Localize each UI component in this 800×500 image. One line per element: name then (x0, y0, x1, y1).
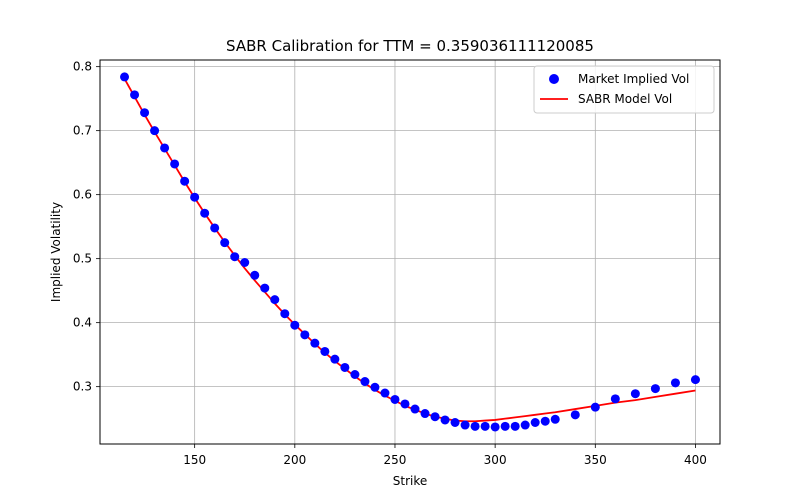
y-axis-label: Implied Volatility (49, 202, 63, 302)
legend-label-sabr: SABR Model Vol (578, 92, 672, 106)
tick-layer: 150 200 250 300 350 400 0.3 0.4 0.5 0.6 0.7 0.8 (73, 60, 707, 467)
market-vol-point (330, 354, 340, 364)
plot-frame (99, 59, 721, 445)
market-vol-point (630, 389, 640, 399)
market-vol-point (430, 412, 440, 422)
market-vol-point (450, 418, 460, 427)
market-vol-point (360, 377, 370, 387)
market-vol-point (530, 418, 540, 427)
x-tick-label: 250 (384, 453, 407, 467)
market-vol-point (310, 338, 320, 348)
market-vol-point (650, 384, 660, 394)
market-vol-point (300, 330, 310, 340)
market-vol-point (290, 320, 300, 330)
market-vol-point (160, 143, 170, 153)
market-vol-point (350, 370, 360, 379)
market-vol-point (240, 258, 250, 267)
x-axis-label: Strike (393, 474, 428, 488)
market-vol-point (210, 223, 220, 233)
market-vol-point (170, 159, 180, 169)
market-vol-point (400, 399, 410, 409)
market-vol-point (140, 108, 150, 118)
market-vol-point (320, 346, 330, 356)
legend: Market Implied Vol SABR Model Vol (533, 65, 715, 114)
y-tick-label: 0.5 (73, 252, 92, 266)
market-vol-point (250, 270, 260, 280)
legend-label-market: Market Implied Vol (578, 72, 689, 86)
y-tick-label: 0.3 (73, 380, 92, 394)
market-vol-point (420, 409, 430, 419)
market-vol-point (230, 252, 240, 262)
market-vol-point (260, 283, 270, 293)
market-vol-point (190, 192, 200, 202)
grid (100, 60, 720, 444)
market-vol-point (390, 394, 400, 404)
legend-marker-market (549, 74, 559, 84)
market-vol-point (470, 421, 480, 431)
market-vol-point (460, 420, 470, 430)
x-tick-label: 400 (684, 453, 707, 467)
market-vol-point (130, 90, 140, 100)
market-vol-point (510, 421, 520, 431)
point-layer (120, 72, 700, 432)
market-vol-point (200, 208, 210, 218)
market-vol-point (180, 176, 190, 186)
market-vol-point (610, 394, 620, 404)
market-vol-point (520, 420, 530, 430)
market-vol-point (690, 375, 700, 385)
market-vol-point (570, 410, 580, 420)
market-vol-point (590, 402, 600, 412)
market-vol-point (550, 414, 560, 424)
x-tick-label: 200 (283, 453, 306, 467)
market-vol-point (220, 238, 230, 248)
y-tick-label: 0.8 (73, 60, 92, 74)
market-vol-point (150, 126, 160, 136)
market-vol-point (380, 388, 390, 398)
x-tick-label: 300 (484, 453, 507, 467)
market-vol-point (120, 72, 130, 82)
market-vol-point (340, 362, 350, 372)
x-tick-label: 350 (584, 453, 607, 467)
market-vol-point (370, 382, 380, 392)
market-vol-point (440, 415, 450, 425)
market-vol-point (480, 421, 490, 431)
market-vol-point (670, 378, 680, 388)
y-tick-label: 0.7 (73, 124, 92, 138)
legend-box (533, 65, 715, 114)
x-tick-label: 150 (183, 453, 206, 467)
market-vol-point (540, 416, 550, 426)
market-vol-point (490, 422, 500, 432)
chart-title: SABR Calibration for TTM = 0.35903611112… (226, 37, 594, 55)
market-vol-point (500, 421, 510, 431)
market-vol-point (410, 404, 420, 414)
market-vol-point (280, 309, 290, 319)
y-tick-label: 0.4 (73, 316, 92, 330)
y-tick-label: 0.6 (73, 188, 92, 202)
market-vol-point (270, 295, 280, 305)
